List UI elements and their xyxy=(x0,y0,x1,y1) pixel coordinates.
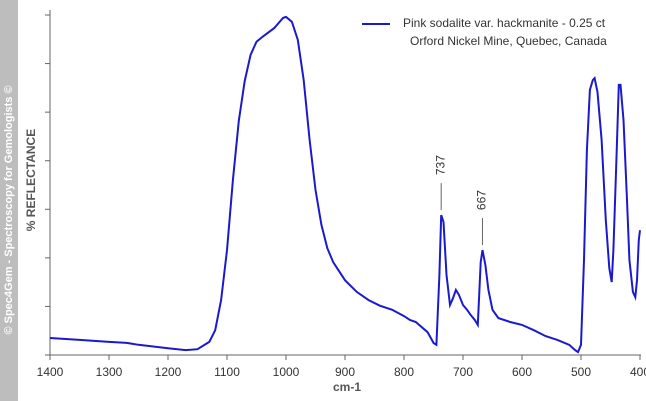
x-tick-label: 800 xyxy=(394,365,414,379)
x-tick-label: 1200 xyxy=(155,365,182,379)
copyright: © Spec4Gem - Spectroscopy for Gemologist… xyxy=(3,85,15,334)
x-tick-label: 900 xyxy=(335,365,355,379)
x-tick-label: 1400 xyxy=(37,365,64,379)
annotation: 667 xyxy=(475,190,489,210)
legend-label: Pink sodalite var. hackmanite - 0.25 ct xyxy=(403,16,606,30)
x-tick-label: 600 xyxy=(512,365,532,379)
x-tick-label: 400 xyxy=(630,365,646,379)
x-tick-label: 1100 xyxy=(214,365,240,379)
spectrum-line xyxy=(49,15,641,354)
x-tick-label: 500 xyxy=(571,365,591,379)
copyright-band xyxy=(0,0,18,401)
legend-subtitle: Orford Nickel Mine, Quebec, Canada xyxy=(410,34,607,48)
x-tick-label: 700 xyxy=(453,365,473,379)
x-tick-label: 1300 xyxy=(96,365,123,379)
x-tick-label: 1000 xyxy=(273,365,300,379)
x-axis-label: cm-1 xyxy=(333,380,361,394)
y-axis-label: % REFLECTANCE xyxy=(24,129,38,231)
annotation: 737 xyxy=(433,155,447,175)
